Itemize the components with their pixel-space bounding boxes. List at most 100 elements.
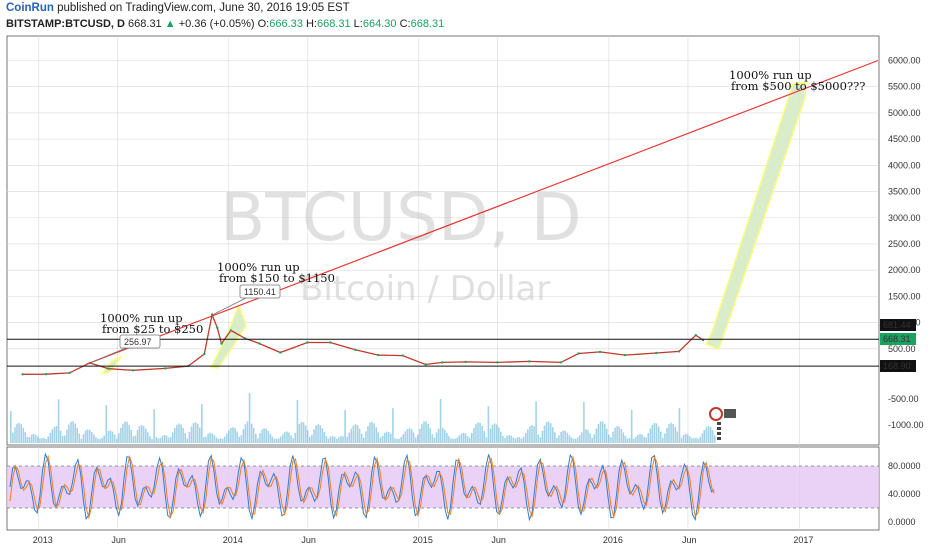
volume-bar	[28, 437, 31, 443]
volume-bar	[630, 409, 633, 443]
volume-bar	[554, 432, 556, 443]
stochastic-panel	[7, 452, 879, 522]
volume-bar	[539, 437, 542, 443]
volume-bar	[172, 432, 174, 443]
volume-bar	[682, 435, 685, 443]
open-label: O:	[257, 18, 270, 30]
open-value: 666.33	[269, 18, 303, 30]
volume-bar	[637, 434, 639, 443]
price-marker-label: 668.31	[883, 334, 911, 344]
volume-bar	[587, 430, 589, 443]
volume-bar	[381, 436, 384, 443]
volume-bar	[113, 434, 116, 443]
price-point	[229, 329, 233, 332]
volume-bar	[512, 437, 515, 443]
volume-bar	[635, 436, 637, 443]
volume-bar	[246, 421, 249, 443]
trendline[interactable]	[85, 59, 879, 366]
volume-bar	[516, 437, 519, 443]
volume-bar	[76, 427, 78, 443]
volume-bar	[228, 430, 230, 443]
volume-bar	[309, 436, 311, 443]
volume-bar	[348, 432, 351, 443]
volume-bar	[290, 435, 292, 443]
main-pane	[6, 35, 880, 446]
date-tick-label: Jun	[682, 535, 697, 545]
volume-bar	[468, 437, 471, 443]
volume-bar	[603, 423, 606, 443]
volume-bar	[560, 431, 562, 443]
volume-bar	[479, 422, 481, 443]
volume-bar	[300, 421, 303, 443]
author-link[interactable]: CoinRun	[6, 2, 54, 14]
volume-bar	[485, 437, 488, 443]
volume-bar	[14, 427, 16, 443]
stoch-k-line	[9, 452, 715, 522]
volume-bar	[155, 437, 157, 443]
date-tick-label: 2013	[33, 535, 53, 545]
volume-bar	[207, 433, 209, 443]
annotation-line1: 1000% run up	[100, 311, 183, 325]
volume-bar	[91, 431, 93, 443]
volume-bar	[473, 428, 475, 443]
price-series	[21, 312, 705, 376]
volume-bar	[593, 434, 596, 443]
callout-pointer	[212, 297, 247, 316]
volume-bar	[115, 438, 118, 443]
volume-bar	[466, 436, 469, 443]
volume-bar	[269, 433, 272, 443]
volume-bar	[32, 433, 35, 443]
volume-bar	[498, 427, 500, 443]
volume-bar	[576, 437, 579, 443]
volume-bar	[248, 393, 251, 443]
volume-bar	[230, 427, 232, 443]
annotation-line1: 1000% run up	[729, 68, 812, 82]
volume-bar	[111, 431, 114, 443]
volume-bar	[30, 434, 33, 443]
volume-bar	[672, 423, 674, 443]
volume-bar	[240, 435, 243, 443]
volume-bar	[344, 410, 346, 443]
symbol-name[interactable]: BITSTAMP:BTCUSD, D	[6, 18, 125, 30]
volume-bar	[433, 437, 436, 443]
volume-bar	[288, 432, 290, 443]
volume-bar	[703, 430, 706, 443]
volume-bar	[493, 423, 496, 443]
volume-bar	[518, 437, 521, 443]
event-icons[interactable]	[709, 407, 736, 440]
volume-bar	[674, 427, 677, 443]
price-tick-label: 500.00	[888, 344, 916, 354]
volume-bar	[336, 438, 338, 443]
volume-bar	[360, 433, 363, 443]
volume-bar	[693, 438, 695, 443]
volume-bar	[556, 437, 558, 443]
price-point	[329, 341, 332, 344]
volume-bar	[26, 436, 29, 443]
volume-bar	[421, 424, 423, 443]
volume-bar	[159, 437, 162, 443]
volume-bar	[558, 435, 560, 443]
annotation-line2: from $500 to $5000???	[731, 79, 865, 93]
price-point	[164, 367, 167, 370]
date-tick-label: Jun	[111, 535, 126, 545]
volume-bar	[178, 423, 180, 443]
volume-bar	[448, 436, 450, 443]
volume-bar	[707, 426, 710, 443]
volume-bar	[369, 422, 371, 443]
price-callout-label: 256.97	[124, 337, 152, 347]
volume-bar	[387, 432, 390, 443]
volume-bar	[371, 421, 373, 443]
volume-bar	[373, 423, 375, 443]
volume-bar	[215, 437, 218, 443]
time-axis[interactable]: 2013 Jun 2014 Jun 2015 Jun 2016 Jun 2017	[33, 535, 814, 545]
published-text: published on TradingView.com, June 30, 2…	[57, 2, 350, 14]
volume-bar	[444, 429, 446, 443]
volume-bar	[327, 438, 330, 443]
volume-bar	[595, 428, 598, 443]
volume-bar	[122, 423, 124, 443]
price-axis[interactable]: 6000.00 5500.00 5000.00 4500.00 4000.00 3500.…	[880, 56, 924, 528]
volume-bar	[412, 432, 415, 443]
price-line	[22, 312, 704, 375]
price-tick-label: 4000.00	[888, 160, 921, 170]
